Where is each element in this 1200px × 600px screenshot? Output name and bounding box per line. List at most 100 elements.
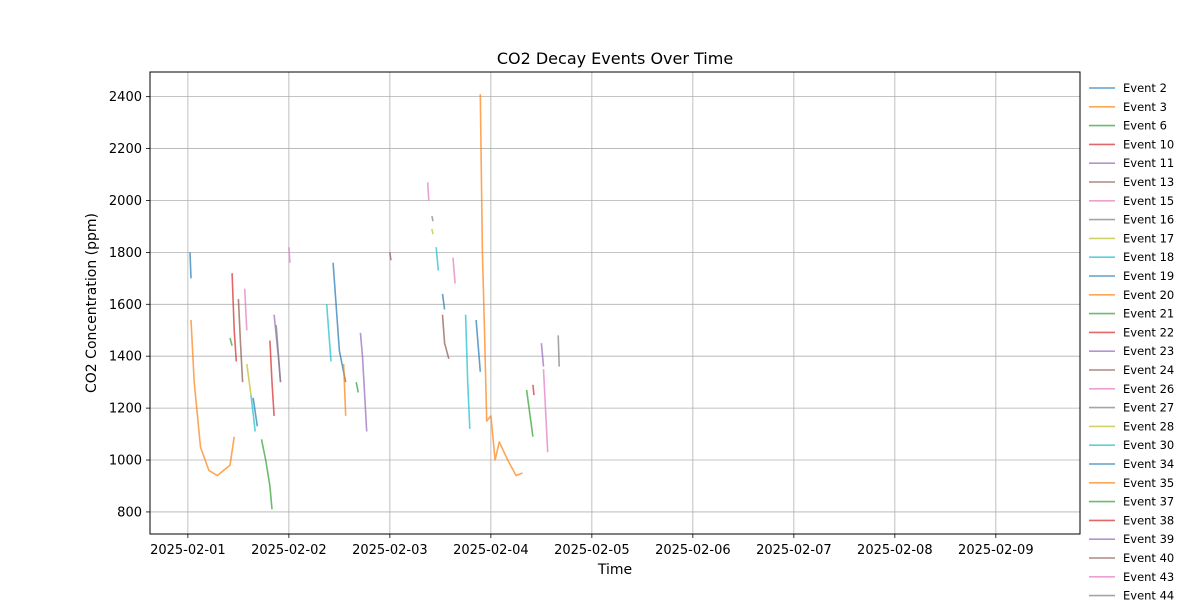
legend-entry: Event 39 [1089, 532, 1174, 546]
series-event-23 [359, 332, 368, 432]
legend-entry: Event 22 [1089, 325, 1174, 339]
series-line [452, 257, 456, 284]
y-tick-label: 1400 [109, 350, 142, 365]
series-event-10 [231, 273, 238, 362]
series-event-38 [532, 384, 535, 396]
legend-entry: Event 34 [1089, 457, 1174, 471]
legend-label: Event 28 [1123, 419, 1174, 433]
legend-entry: Event 16 [1089, 213, 1174, 227]
legend-label: Event 17 [1123, 231, 1174, 245]
x-tick-label: 2025-02-07 [756, 543, 832, 558]
y-tick-label: 2400 [109, 90, 142, 105]
legend-label: Event 2 [1123, 81, 1167, 95]
x-tick-label: 2025-02-01 [150, 543, 226, 558]
series-line [260, 439, 273, 510]
legend: Event 2 Event 3 Event 6 Event 10 Event 11 Eve… [1089, 81, 1174, 600]
x-axis-ticks: 2025-02-01 2025-02-02 2025-02-03 2025-02-04… [150, 534, 1034, 558]
series-event-26 [426, 182, 430, 201]
legend-label: Event 22 [1123, 325, 1174, 339]
series-line [431, 215, 434, 222]
legend-label: Event 23 [1123, 344, 1174, 358]
series-line [475, 319, 482, 372]
series-line [246, 363, 252, 396]
legend-entry: Event 43 [1089, 570, 1174, 584]
series-event-21 [355, 382, 360, 393]
legend-label: Event 15 [1123, 194, 1174, 208]
series-line [237, 299, 244, 383]
series-event-2 [189, 252, 446, 383]
legend-label: Event 40 [1123, 551, 1174, 565]
x-tick-label: 2025-02-06 [655, 543, 731, 558]
y-tick-label: 1600 [109, 298, 142, 313]
series-line [359, 332, 368, 432]
series-line [231, 273, 238, 362]
x-tick-label: 2025-02-03 [352, 543, 428, 558]
legend-label: Event 10 [1123, 137, 1174, 151]
legend-label: Event 18 [1123, 250, 1174, 264]
legend-entry: Event 35 [1089, 476, 1174, 490]
y-tick-label: 1200 [109, 402, 142, 417]
legend-label: Event 16 [1123, 213, 1174, 227]
legend-entry: Event 13 [1089, 175, 1174, 189]
series-line [525, 389, 534, 437]
series-line [441, 293, 446, 310]
legend-entry: Event 23 [1089, 344, 1174, 358]
series-line [557, 335, 560, 367]
series-event-34 [475, 319, 482, 372]
series-line [431, 228, 434, 235]
series-event-24 [389, 252, 392, 261]
chart-title: CO2 Decay Events Over Time [497, 49, 733, 68]
legend-entry: Event 10 [1089, 137, 1174, 151]
legend-label: Event 34 [1123, 457, 1174, 471]
series-event-28 [431, 228, 434, 235]
series-line [342, 363, 347, 416]
legend-entry: Event 28 [1089, 419, 1174, 433]
series-event-3 [190, 319, 235, 477]
legend-entry: Event 20 [1089, 288, 1174, 302]
series-event-22 [269, 340, 275, 416]
series-event-39 [540, 343, 545, 367]
legend-entry: Event 27 [1089, 401, 1174, 415]
legend-label: Event 43 [1123, 570, 1174, 584]
legend-label: Event 30 [1123, 438, 1174, 452]
series-line [243, 288, 248, 331]
legend-label: Event 38 [1123, 513, 1174, 527]
series-line [441, 314, 450, 360]
legend-entry: Event 19 [1089, 269, 1174, 283]
series-line [275, 325, 282, 383]
series-line [540, 343, 545, 367]
legend-entry: Event 11 [1089, 156, 1174, 170]
y-tick-label: 2000 [109, 194, 142, 209]
series-event-6 [229, 337, 273, 510]
legend-entry: Event 37 [1089, 495, 1174, 509]
legend-label: Event 21 [1123, 307, 1174, 321]
legend-entry: Event 24 [1089, 363, 1174, 377]
y-tick-label: 2200 [109, 142, 142, 157]
series-event-18 [250, 304, 332, 432]
series-line [542, 369, 549, 453]
series-line [325, 304, 332, 362]
series-line [355, 382, 360, 393]
legend-entry: Event 2 [1089, 81, 1167, 95]
x-tick-label: 2025-02-05 [554, 543, 630, 558]
x-tick-label: 2025-02-09 [958, 543, 1034, 558]
series-line [190, 319, 235, 477]
legend-entry: Event 17 [1089, 231, 1174, 245]
legend-label: Event 37 [1123, 495, 1174, 509]
legend-label: Event 13 [1123, 175, 1174, 189]
series-event-40 [441, 314, 450, 360]
plot-area [189, 94, 560, 510]
series-event-20 [342, 363, 347, 416]
legend-label: Event 20 [1123, 288, 1174, 302]
series-line [229, 337, 233, 347]
legend-label: Event 26 [1123, 382, 1174, 396]
y-tick-label: 1800 [109, 246, 142, 261]
series-line [288, 247, 291, 263]
series-event-19 [252, 397, 259, 427]
series-line [389, 252, 392, 261]
series-line [189, 252, 192, 279]
legend-entry: Event 21 [1089, 307, 1174, 321]
legend-label: Event 19 [1123, 269, 1174, 283]
x-tick-label: 2025-02-02 [251, 543, 327, 558]
series-event-27 [431, 215, 434, 222]
